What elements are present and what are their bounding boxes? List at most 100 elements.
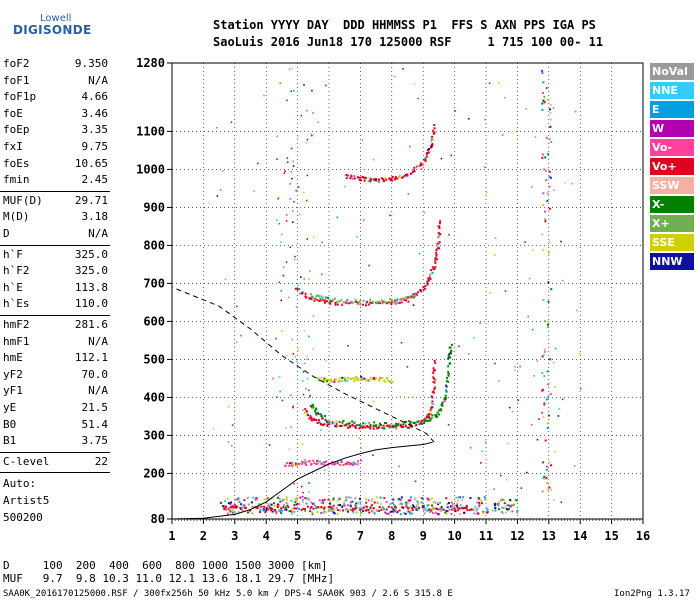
echo-point [514,498,517,501]
echo-point [446,503,449,506]
echo-point [368,511,371,514]
x-tick-label: 11 [479,529,493,543]
echo-point [503,502,506,505]
echo-point [373,501,376,504]
echo-point [483,496,486,499]
echo-point [350,175,353,178]
echo-point [296,287,299,290]
echo-point [429,409,432,412]
echo-point [316,411,319,414]
echo-point [542,416,545,419]
echo-point [291,465,294,468]
echo-point [343,301,346,304]
param-value: 112.1 [74,351,108,365]
echo-point [541,153,544,156]
echo-point [358,424,361,427]
echo-point [333,380,336,383]
echo-point [416,505,419,508]
echo-point [413,166,416,169]
echo-point [433,123,436,126]
echo-point [426,280,429,283]
echo-point [276,158,278,160]
echo-point [233,506,236,509]
echo-point [543,402,546,405]
echo-point [417,508,420,511]
echo-point [531,328,534,331]
param-row-g1: foF2 9.350 [3,57,108,71]
echo-point [432,403,435,406]
echo-point [355,300,358,303]
echo-point [260,505,263,508]
echo-point [359,511,362,514]
echo-point [306,355,308,358]
echo-point [311,418,314,421]
echo-point [227,502,230,505]
echo-point [302,491,304,494]
echo-point [504,290,507,292]
echo-point [422,506,425,509]
echo-point [438,226,441,229]
echo-point [431,138,434,141]
param-value: N/A [88,384,108,398]
echo-point [550,140,553,143]
x-tick-label: 4 [263,529,270,543]
echo-point [388,512,391,515]
echo-point [545,481,548,484]
echo-point [432,376,435,379]
echo-point [445,512,448,515]
echo-point [315,463,318,466]
echo-point [304,459,306,461]
echo-point [271,510,274,513]
echo-point [403,512,406,515]
echo-point [392,510,395,513]
echo-point [394,424,397,427]
echo-point [485,191,488,194]
echo-point [424,287,427,290]
echo-point [361,175,364,178]
echo-point [409,423,412,426]
echo-point [369,508,372,511]
echo-point [351,420,354,423]
y-tick-label: 600 [143,314,165,328]
echo-point [329,502,332,505]
param-value: 3.75 [81,434,109,448]
echo-point [454,110,456,112]
echo-point [502,512,505,515]
echo-point [341,505,344,508]
x-tick-label: 1 [168,529,175,543]
echo-point [428,276,431,279]
echo-point [295,496,298,499]
echo-point [351,423,354,426]
echo-point [419,496,422,499]
echo-point [549,488,552,491]
echo-point [226,512,229,515]
echo-point [390,301,393,304]
echo-point [361,139,364,141]
echo-point [428,147,431,150]
echo-point [402,423,405,426]
param-key: foF2 [3,57,30,70]
echo-point [370,179,373,182]
echo-point [432,129,435,132]
profile-line [171,441,433,520]
echo-point [451,279,454,282]
echo-point [282,504,285,507]
echo-point [401,176,404,179]
echo-point [304,408,307,411]
echo-point [372,424,375,427]
echo-point [369,506,372,509]
echo-point [355,378,358,381]
echo-point [349,501,352,504]
echo-point [417,501,420,504]
echo-point [212,427,215,430]
echo-point [304,462,307,465]
echo-point [491,509,494,512]
echo-point [453,507,456,510]
echo-point [400,496,403,499]
echo-point [312,507,315,510]
echo-point [456,506,459,509]
param-key: foF1p [3,90,37,104]
echo-point [343,504,346,507]
echo-point [430,402,433,405]
echo-point [433,267,436,270]
